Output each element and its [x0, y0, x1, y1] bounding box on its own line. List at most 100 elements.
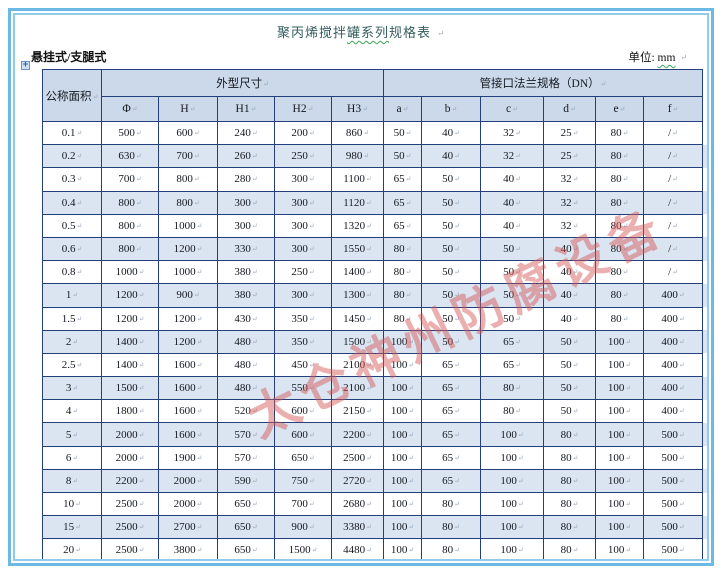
cell[interactable]: 100	[383, 376, 423, 401]
cell[interactable]: 800	[101, 190, 159, 215]
cell[interactable]: 80	[543, 515, 597, 540]
cell[interactable]: 50	[421, 213, 482, 238]
cell[interactable]: 32	[543, 190, 597, 215]
cell[interactable]: 280	[217, 167, 275, 192]
cell[interactable]: 600	[274, 399, 332, 424]
cell[interactable]: 330	[217, 236, 275, 262]
cell[interactable]: /	[643, 260, 704, 285]
cell[interactable]: 100	[383, 399, 423, 424]
cell[interactable]: 80	[383, 283, 423, 308]
cell[interactable]: 40	[543, 260, 597, 285]
cell[interactable]: 650	[217, 538, 275, 559]
cell[interactable]: 100	[595, 422, 645, 447]
cell[interactable]: 590	[217, 468, 275, 494]
cell[interactable]: 1400	[330, 260, 385, 285]
cell[interactable]: 80	[595, 144, 645, 169]
cell[interactable]: 80	[543, 468, 597, 494]
cell[interactable]: 40	[480, 213, 545, 238]
cell[interactable]: 630	[101, 144, 159, 169]
cell[interactable]: 2.5	[42, 352, 102, 378]
cell[interactable]: 50	[543, 329, 597, 354]
cell[interactable]: 50	[421, 236, 482, 262]
cell[interactable]: 700	[158, 144, 218, 169]
cell[interactable]: 1200	[158, 306, 218, 331]
cell[interactable]: 80	[480, 399, 545, 424]
cell[interactable]: 0.1	[42, 120, 102, 146]
cell[interactable]: 2720	[330, 468, 385, 494]
cell[interactable]: 1500	[101, 376, 159, 401]
cell[interactable]: 500	[643, 491, 704, 517]
cell[interactable]: 2500	[330, 445, 385, 470]
column-header[interactable]: Φ	[101, 96, 159, 122]
cell[interactable]: 300	[274, 190, 332, 215]
cell[interactable]: 50	[480, 283, 545, 308]
cell[interactable]: 100	[480, 422, 545, 447]
cell[interactable]: 100	[383, 515, 423, 540]
cell[interactable]: 1600	[158, 376, 218, 401]
cell[interactable]: 80	[595, 120, 645, 146]
cell[interactable]: 50	[421, 306, 482, 331]
cell[interactable]: 550	[274, 376, 332, 401]
cell[interactable]: 4	[42, 399, 102, 424]
cell[interactable]: 300	[274, 236, 332, 262]
cell[interactable]: 400	[643, 352, 704, 378]
cell[interactable]: 350	[274, 306, 332, 331]
cell[interactable]: 1100	[330, 167, 385, 192]
cell[interactable]: /	[643, 144, 704, 169]
page-title[interactable]: 聚丙烯搅拌罐系列规格表	[21, 22, 701, 41]
cell[interactable]: 100	[383, 352, 423, 378]
cell[interactable]: 100	[595, 352, 645, 378]
cell[interactable]: 500	[101, 120, 159, 146]
cell[interactable]: 50	[480, 236, 545, 262]
cell[interactable]: 2100	[330, 376, 385, 401]
cell[interactable]: 20	[42, 538, 102, 559]
cell[interactable]: 1200	[158, 329, 218, 354]
cell[interactable]: 1.5	[42, 306, 102, 331]
cell[interactable]: 2500	[101, 538, 159, 559]
cell[interactable]: 80	[595, 283, 645, 308]
cell[interactable]: 40	[543, 236, 597, 262]
cell[interactable]: 300	[274, 283, 332, 308]
cell[interactable]: 80	[421, 491, 482, 517]
cell[interactable]: 1400	[101, 352, 159, 378]
cell[interactable]: 480	[217, 352, 275, 378]
cell[interactable]: 80	[543, 422, 597, 447]
cell[interactable]: 350	[274, 329, 332, 354]
cell[interactable]: 50	[383, 144, 423, 169]
cell[interactable]: 25	[543, 144, 597, 169]
cell[interactable]: 1200	[158, 236, 218, 262]
cell[interactable]: /	[643, 120, 704, 146]
cell[interactable]: 65	[383, 190, 423, 215]
cell[interactable]: 480	[217, 329, 275, 354]
cell[interactable]: 1550	[330, 236, 385, 262]
cell[interactable]: 100	[595, 538, 645, 559]
cell[interactable]: 65	[421, 468, 482, 494]
cell[interactable]: 5	[42, 422, 102, 447]
cell[interactable]: 570	[217, 422, 275, 447]
cell[interactable]: 400	[643, 306, 704, 331]
cell[interactable]: 250	[274, 260, 332, 285]
cell[interactable]: 65	[480, 352, 545, 378]
cell[interactable]: 2150	[330, 399, 385, 424]
cell[interactable]: 65	[421, 352, 482, 378]
cell[interactable]: 6	[42, 445, 102, 470]
cell[interactable]: 100	[595, 376, 645, 401]
cell[interactable]: 500	[643, 515, 704, 540]
cell[interactable]: 380	[217, 260, 275, 285]
cell[interactable]: 1600	[158, 352, 218, 378]
column-header[interactable]: c	[480, 96, 545, 122]
cell[interactable]: 200	[274, 120, 332, 146]
cell[interactable]: 500	[643, 538, 704, 559]
cell[interactable]: 2200	[330, 422, 385, 447]
cell[interactable]: 100	[595, 468, 645, 494]
cell[interactable]: 980	[330, 144, 385, 169]
cell[interactable]: 80	[543, 538, 597, 559]
cell[interactable]: 1500	[330, 329, 385, 354]
cell[interactable]: 32	[480, 120, 545, 146]
cell[interactable]: 80	[383, 260, 423, 285]
tank-type-label[interactable]: + 悬挂式/支腿式	[21, 48, 106, 70]
cell[interactable]: 1	[42, 283, 102, 308]
cell[interactable]: 100	[595, 491, 645, 517]
cell[interactable]: 1600	[158, 399, 218, 424]
cell[interactable]: 50	[421, 167, 482, 192]
